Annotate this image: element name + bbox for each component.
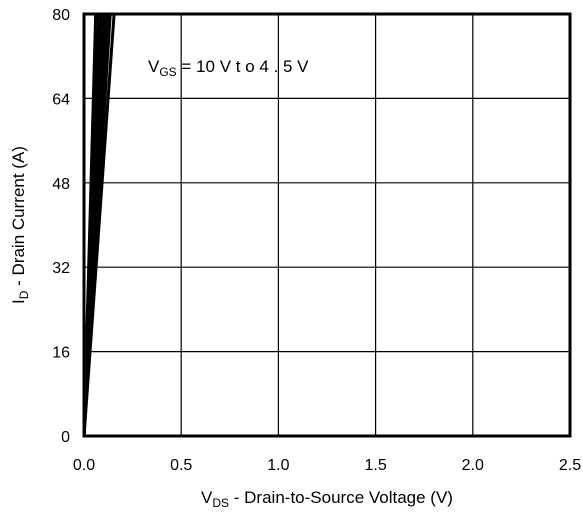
y-tick-label: 80 bbox=[52, 7, 70, 24]
x-tick-label: 0.5 bbox=[170, 457, 192, 474]
x-tick-label: 2.0 bbox=[462, 457, 484, 474]
x-tick-label: 1.5 bbox=[364, 457, 386, 474]
y-axis-label-main: I bbox=[9, 299, 28, 304]
annotation-vgs: VGS = 10 V t o 4 . 5 V bbox=[148, 57, 309, 79]
y-tick-label: 32 bbox=[52, 260, 70, 277]
x-tick-label: 0.0 bbox=[73, 457, 95, 474]
series-layer bbox=[84, 14, 116, 436]
y-tick-labels: 0 16 32 48 64 80 bbox=[52, 7, 70, 446]
y-tick-label: 16 bbox=[52, 345, 70, 362]
annotation-rest: = 10 V t o 4 . 5 V bbox=[177, 57, 309, 76]
x-axis-label-main: V bbox=[201, 488, 213, 507]
y-tick-label: 64 bbox=[52, 91, 70, 108]
y-axis-label-rest: - Drain Current (A) bbox=[9, 146, 28, 291]
plot-frame bbox=[82, 12, 572, 438]
x-tick-labels: 0.0 0.5 1.0 1.5 2.0 2.5 bbox=[73, 457, 581, 474]
y-tick-label: 48 bbox=[52, 176, 70, 193]
x-axis-label-rest: - Drain-to-Source Voltage (V) bbox=[229, 488, 453, 507]
annotation-main: V bbox=[148, 57, 160, 76]
y-axis-label-sub: D bbox=[17, 290, 31, 299]
y-axis-label: ID - Drain Current (A) bbox=[9, 146, 31, 304]
annotation-sub: GS bbox=[159, 65, 176, 79]
series-line bbox=[84, 14, 116, 436]
x-tick-label: 2.5 bbox=[559, 457, 581, 474]
x-axis-label: VDS - Drain-to-Source Voltage (V) bbox=[201, 488, 453, 510]
x-tick-label: 1.0 bbox=[267, 457, 289, 474]
y-tick-label: 0 bbox=[61, 429, 70, 446]
grid-lines bbox=[84, 14, 570, 436]
x-axis-label-sub: DS bbox=[212, 496, 229, 510]
